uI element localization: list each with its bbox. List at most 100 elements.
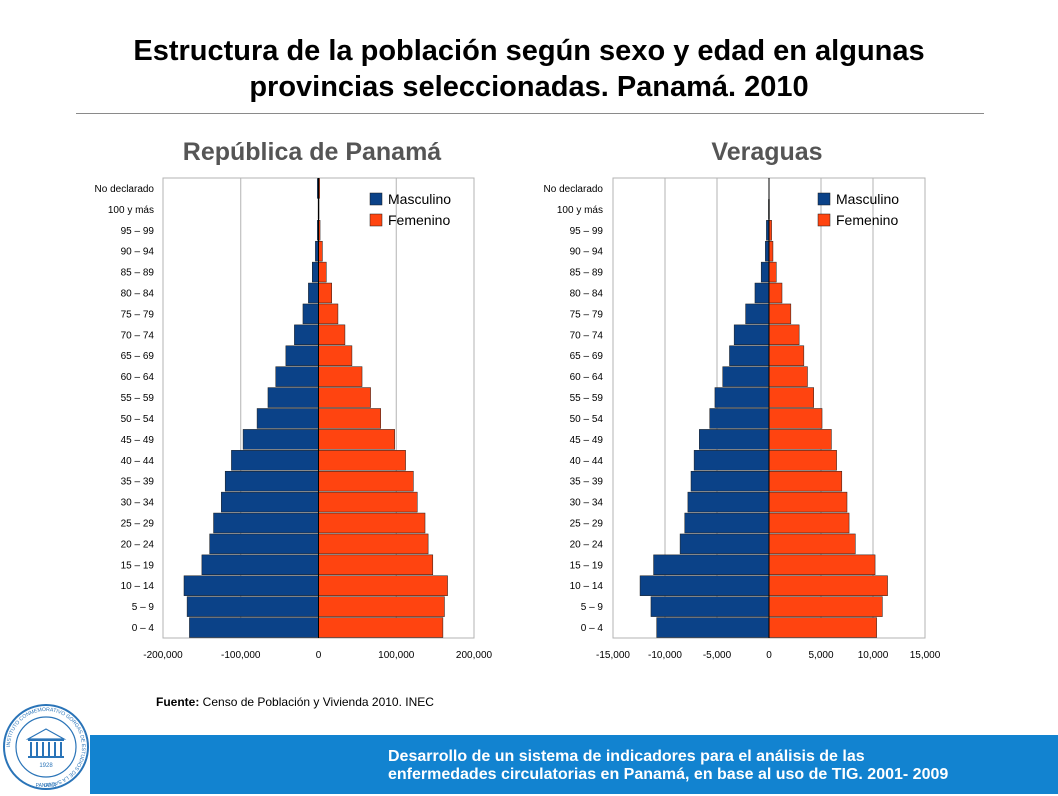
chart1-y-tick-label: 60 – 64 bbox=[121, 372, 155, 383]
chart1-y-tick-label: 0 – 4 bbox=[132, 623, 155, 634]
chart2-y-tick-label: 55 – 59 bbox=[570, 393, 604, 404]
chart1-bar-female bbox=[319, 618, 443, 638]
chart1-legend-swatch-female bbox=[370, 214, 382, 226]
chart2-title: Veraguas bbox=[711, 138, 822, 166]
chart2-bar-male bbox=[680, 534, 769, 554]
chart2-bar-female bbox=[769, 513, 849, 533]
chart1-y-tick-label: 80 – 84 bbox=[121, 289, 155, 300]
chart2-bar-female bbox=[769, 429, 831, 449]
chart2-bar-male bbox=[699, 429, 769, 449]
chart2-y-tick-label: 85 – 89 bbox=[570, 268, 604, 279]
chart2-legend-label-female: Femenino bbox=[836, 212, 898, 228]
chart1-bar-male bbox=[225, 471, 318, 491]
chart2-bar-female bbox=[769, 618, 877, 638]
chart1-y-tick-label: 45 – 49 bbox=[121, 435, 155, 446]
chart2-bar-female bbox=[769, 450, 837, 470]
chart2-bar-male bbox=[657, 618, 769, 638]
chart1-bar-male bbox=[257, 409, 318, 429]
chart2-y-tick-label: 5 – 9 bbox=[581, 602, 604, 613]
chart1-bar-male bbox=[214, 513, 319, 533]
chart2-bar-male bbox=[729, 346, 769, 366]
chart2-bar-male bbox=[755, 283, 769, 303]
chart1-y-tick-label: No declarado bbox=[95, 184, 155, 195]
chart2-bar-female bbox=[769, 304, 791, 324]
chart2-bar-female bbox=[769, 492, 847, 512]
chart2-y-tick-label: 10 – 14 bbox=[570, 581, 604, 592]
chart2-legend-swatch-male bbox=[818, 193, 830, 205]
chart1-y-tick-label: 65 – 69 bbox=[121, 351, 155, 362]
chart1-bar-male bbox=[243, 429, 318, 449]
chart1-bar-female bbox=[319, 597, 445, 617]
chart1-bar-male bbox=[187, 597, 318, 617]
chart2-y-tick-label: 0 – 4 bbox=[581, 623, 604, 634]
chart2-bar-female bbox=[769, 471, 842, 491]
chart1-bar-female bbox=[319, 283, 332, 303]
chart2-bar-female bbox=[769, 388, 814, 408]
chart2-y-tick-label: 25 – 29 bbox=[570, 519, 604, 530]
chart1-bar-male bbox=[202, 555, 319, 575]
chart1-bar-male bbox=[189, 618, 318, 638]
chart1-bar-female bbox=[319, 325, 345, 345]
chart1-bar-female bbox=[319, 262, 327, 282]
chart1-bar-female bbox=[319, 450, 406, 470]
chart2-y-tick-label: 65 – 69 bbox=[570, 351, 604, 362]
chart2-bar-female bbox=[769, 409, 822, 429]
chart1-y-tick-label: 85 – 89 bbox=[121, 268, 155, 279]
chart1-x-tick-label: 200,000 bbox=[456, 650, 493, 661]
chart2-bar-female bbox=[769, 597, 882, 617]
chart2-bar-female bbox=[769, 262, 776, 282]
chart2-bar-male bbox=[746, 304, 769, 324]
chart1-bar-male bbox=[286, 346, 319, 366]
chart2-y-tick-label: 15 – 19 bbox=[570, 560, 604, 571]
source-note: Fuente: Censo de Población y Vivienda 20… bbox=[156, 695, 434, 709]
chart2-bar-female bbox=[769, 325, 799, 345]
chart1-bar-female bbox=[319, 513, 426, 533]
chart1-legend-swatch-male bbox=[370, 193, 382, 205]
chart1-x-tick-label: 0 bbox=[316, 650, 322, 661]
chart1-bar-female bbox=[319, 534, 429, 554]
chart2-bar-male bbox=[710, 409, 769, 429]
chart1-bar-male bbox=[303, 304, 319, 324]
chart2-bar-male bbox=[715, 388, 769, 408]
source-label: Fuente: bbox=[156, 695, 199, 709]
chart2-bar-female bbox=[769, 555, 875, 575]
chart2-y-tick-label: 90 – 94 bbox=[570, 247, 604, 258]
chart2-y-tick-label: 95 – 99 bbox=[570, 226, 604, 237]
chart1-y-tick-label: 90 – 94 bbox=[121, 247, 155, 258]
chart1-bar-female bbox=[319, 555, 433, 575]
chart2-bar-male bbox=[651, 597, 769, 617]
chart1-bar-female bbox=[319, 409, 381, 429]
chart1-y-tick-label: 50 – 54 bbox=[121, 414, 155, 425]
chart2-bar-male bbox=[734, 325, 769, 345]
chart1-bar-female bbox=[319, 388, 371, 408]
chart1-bar-male bbox=[294, 325, 318, 345]
chart2-x-tick-label: 15,000 bbox=[910, 650, 941, 661]
chart1-title: República de Panamá bbox=[183, 138, 442, 166]
chart2-x-tick-label: 5,000 bbox=[808, 650, 833, 661]
chart2-x-tick-label: -5,000 bbox=[703, 650, 732, 661]
chart1-bar-male bbox=[221, 492, 318, 512]
chart1-y-tick-label: 75 – 79 bbox=[121, 309, 155, 320]
chart1-y-tick-label: 95 – 99 bbox=[121, 226, 155, 237]
footer-line-2: enfermedades circulatorias en Panamá, en… bbox=[388, 766, 948, 784]
footer-text: Desarrollo de un sistema de indicadores … bbox=[388, 748, 948, 784]
chart1-bar-male bbox=[268, 388, 319, 408]
chart1-bar-male bbox=[231, 450, 318, 470]
chart2-bar-male bbox=[688, 492, 769, 512]
chart1-y-tick-label: 5 – 9 bbox=[132, 602, 155, 613]
chart1-y-tick-label: 40 – 44 bbox=[121, 456, 155, 467]
chart1-bar-female bbox=[319, 367, 363, 387]
chart1-bar-female bbox=[319, 429, 395, 449]
chart1-x-tick-label: -100,000 bbox=[221, 650, 261, 661]
chart2-y-tick-label: 100 y más bbox=[557, 205, 603, 216]
institute-logo: INSTITUTO CONMEMORATIVO GORGAS DE ESTUDI… bbox=[2, 703, 90, 796]
chart2-legend-swatch-female bbox=[818, 214, 830, 226]
chart1-legend-label-female: Femenino bbox=[388, 212, 450, 228]
chart2-y-tick-label: 60 – 64 bbox=[570, 372, 604, 383]
chart1-legend-label-male: Masculino bbox=[388, 191, 451, 207]
chart2-bar-female bbox=[769, 576, 888, 596]
chart2-bar-male bbox=[761, 262, 769, 282]
chart1-bar-male bbox=[308, 283, 318, 303]
chart1-y-tick-label: 55 – 59 bbox=[121, 393, 155, 404]
chart2-bar-male bbox=[685, 513, 769, 533]
